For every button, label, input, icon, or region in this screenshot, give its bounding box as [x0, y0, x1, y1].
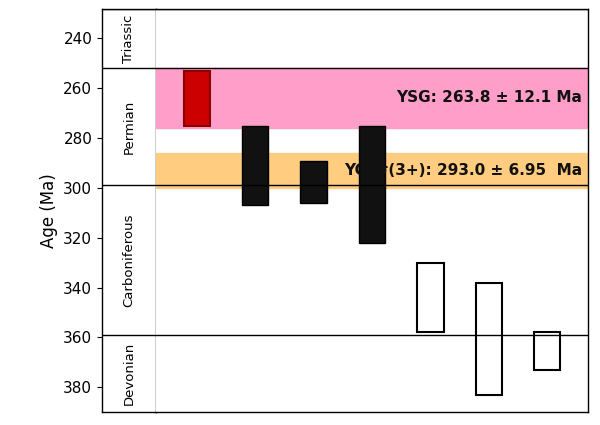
Text: Devonian: Devonian [122, 342, 136, 405]
Bar [156, 153, 588, 188]
Bar [359, 126, 385, 243]
Bar [301, 161, 327, 203]
Text: YC2σ(3+): 293.0 ± 6.95  Ma: YC2σ(3+): 293.0 ± 6.95 Ma [344, 163, 582, 178]
Bar [242, 126, 268, 205]
Text: Carboniferous: Carboniferous [122, 213, 136, 307]
Bar [417, 263, 443, 332]
Bar [476, 283, 502, 395]
Bar [184, 71, 210, 126]
Y-axis label: Age (Ma): Age (Ma) [40, 173, 58, 248]
Bar [156, 68, 588, 128]
Text: YSG: 263.8 ± 12.1 Ma: YSG: 263.8 ± 12.1 Ma [396, 90, 582, 105]
Bar [534, 332, 560, 370]
Text: Triassic: Triassic [122, 14, 136, 62]
Text: Permian: Permian [122, 100, 136, 154]
